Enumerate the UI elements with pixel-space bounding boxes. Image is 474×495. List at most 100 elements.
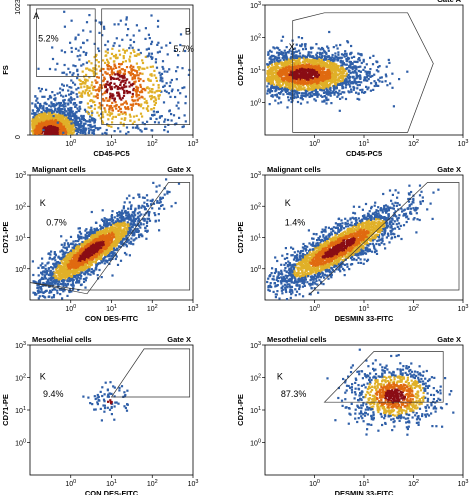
event-dot xyxy=(126,91,129,95)
dot-cloud xyxy=(31,178,181,300)
event-dot xyxy=(165,44,168,47)
event-dot xyxy=(123,117,126,120)
event-dot xyxy=(43,95,46,98)
event-dot xyxy=(135,54,138,57)
event-dot xyxy=(356,87,359,90)
event-dot xyxy=(61,120,64,123)
event-dot xyxy=(76,69,79,73)
event-dot xyxy=(312,88,315,91)
event-dot xyxy=(273,71,276,74)
event-dot xyxy=(323,95,326,98)
event-dot xyxy=(118,44,121,47)
event-dot xyxy=(112,115,115,118)
event-dot xyxy=(97,65,101,68)
event-dot xyxy=(48,113,51,116)
event-dot xyxy=(33,120,37,123)
event-dot xyxy=(280,39,283,42)
event-dot xyxy=(116,91,119,94)
event-dot xyxy=(324,77,327,81)
event-dot xyxy=(152,83,155,86)
event-dot xyxy=(77,130,80,133)
event-dot xyxy=(353,60,356,63)
event-dot xyxy=(154,99,157,102)
event-dot xyxy=(94,104,97,107)
event-dot xyxy=(290,55,293,58)
event-dot xyxy=(101,73,104,76)
x-tick-label: 102 xyxy=(147,139,158,148)
event-dot xyxy=(317,47,320,50)
event-dot xyxy=(352,88,355,91)
event-dot xyxy=(89,123,92,126)
event-dot xyxy=(103,83,106,86)
event-dot xyxy=(132,115,136,118)
event-dot xyxy=(54,129,57,132)
event-dot xyxy=(68,115,71,118)
event-dot xyxy=(86,92,89,95)
event-dot xyxy=(345,54,348,57)
event-dot xyxy=(323,55,326,58)
event-dot xyxy=(303,94,306,97)
event-dot xyxy=(58,122,61,125)
event-dot xyxy=(269,76,272,79)
event-dot xyxy=(310,55,313,58)
event-dot xyxy=(47,132,50,135)
event-dot xyxy=(151,96,154,99)
event-dot xyxy=(129,55,132,58)
event-dot xyxy=(61,71,64,74)
event-dot xyxy=(95,221,98,224)
event-dot xyxy=(295,69,298,72)
event-dot xyxy=(307,60,310,63)
event-dot xyxy=(319,88,322,91)
event-dot xyxy=(273,87,276,90)
event-dot xyxy=(285,56,288,59)
event-dot xyxy=(317,76,321,79)
event-dot xyxy=(348,60,351,63)
event-dot xyxy=(103,27,106,30)
event-dot xyxy=(314,88,318,91)
event-dot xyxy=(153,96,156,99)
event-dot xyxy=(307,51,310,54)
event-dot xyxy=(106,72,109,75)
event-dot xyxy=(60,118,63,121)
event-dot xyxy=(66,125,69,129)
event-dot xyxy=(72,278,75,282)
event-dot xyxy=(156,51,159,54)
event-dot xyxy=(105,132,108,135)
event-dot xyxy=(371,74,374,78)
event-dot xyxy=(342,82,345,85)
event-dot xyxy=(329,67,332,70)
event-dot xyxy=(301,43,304,46)
event-dot xyxy=(356,84,359,87)
event-dot xyxy=(47,121,51,124)
event-dot xyxy=(91,69,94,73)
event-dot xyxy=(70,86,73,89)
event-dot xyxy=(113,99,116,102)
event-dot xyxy=(39,114,42,117)
event-dot xyxy=(277,92,280,95)
event-dot xyxy=(111,94,114,97)
event-dot xyxy=(120,103,123,106)
event-dot xyxy=(306,89,309,93)
event-dot xyxy=(322,49,325,52)
event-dot xyxy=(139,105,142,108)
event-dot xyxy=(153,100,156,103)
event-dot xyxy=(101,132,104,135)
event-dot xyxy=(327,47,330,50)
event-dot xyxy=(384,80,387,83)
event-dot xyxy=(41,95,44,98)
event-dot xyxy=(98,89,101,92)
event-dot xyxy=(332,57,335,60)
event-dot xyxy=(318,81,321,84)
event-dot xyxy=(44,110,47,113)
event-dot xyxy=(339,97,342,100)
event-dot xyxy=(107,68,110,71)
event-dot xyxy=(272,68,275,71)
event-dot xyxy=(291,93,294,96)
event-dot xyxy=(290,94,294,97)
event-dot xyxy=(139,83,142,86)
event-dot xyxy=(334,84,337,87)
event-dot xyxy=(141,67,144,70)
event-dot xyxy=(350,66,353,69)
event-dot xyxy=(85,21,89,24)
event-dot xyxy=(114,101,117,104)
